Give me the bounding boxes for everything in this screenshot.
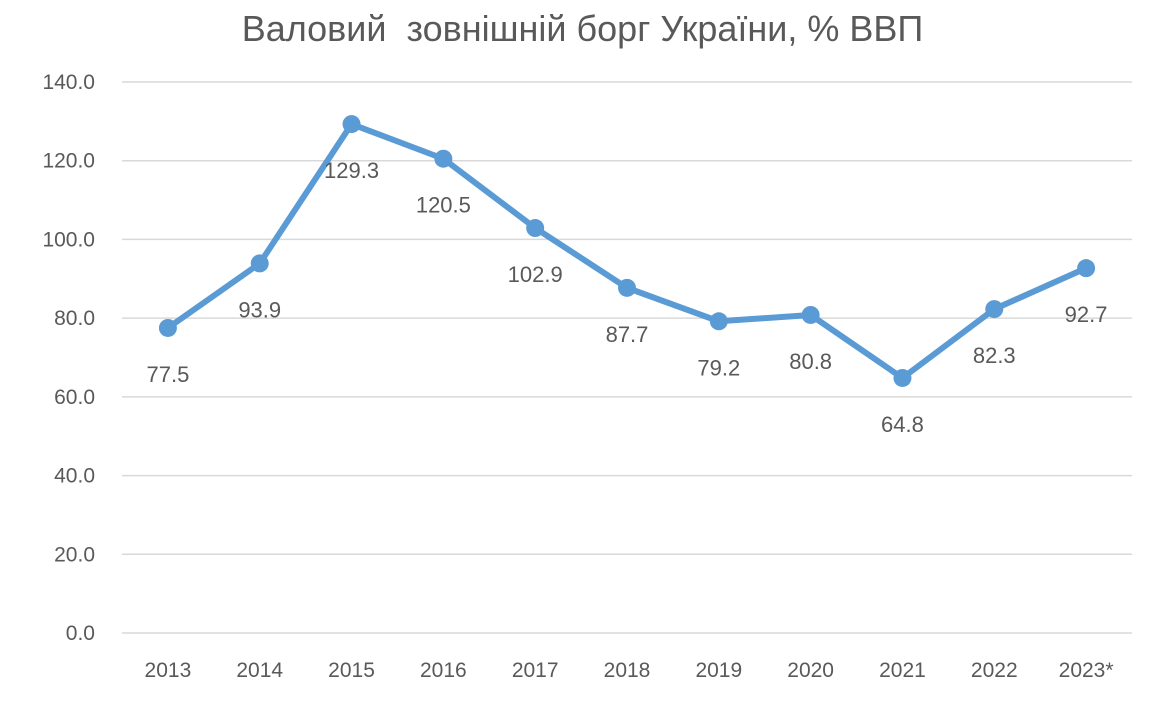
data-point — [801, 305, 820, 324]
data-label: 80.8 — [789, 349, 832, 374]
y-tick-label: 80.0 — [54, 307, 95, 330]
y-tick-label: 0.0 — [66, 622, 95, 645]
x-tick-label: 2023* — [1059, 659, 1114, 682]
data-point — [985, 300, 1004, 319]
y-tick-label: 100.0 — [42, 228, 95, 251]
data-point — [434, 149, 453, 168]
x-tick-label: 2017 — [512, 659, 559, 682]
y-tick-label: 20.0 — [54, 543, 95, 566]
data-point — [158, 318, 177, 337]
data-point — [1077, 259, 1096, 278]
data-label: 64.8 — [881, 412, 924, 437]
data-label: 93.9 — [238, 297, 281, 322]
chart-title: Валовий зовнішній борг України, % ВВП — [241, 8, 924, 49]
x-tick-label: 2018 — [604, 659, 651, 682]
data-label-layer: 77.5 93.9 129.3 120.5 102.9 87.7 79.2 80.8 64.8 8… — [146, 158, 1107, 437]
data-label: 129.3 — [324, 158, 379, 183]
data-point — [709, 312, 728, 331]
x-tick-label: 2021 — [879, 659, 926, 682]
data-label: 87.7 — [606, 322, 649, 347]
data-point — [893, 368, 912, 387]
y-axis-ticks: 0.0 20.0 40.0 60.0 80.0 100.0 120.0 140.0 — [42, 71, 95, 645]
data-label: 92.7 — [1065, 302, 1108, 327]
data-label: 120.5 — [416, 193, 471, 218]
x-tick-label: 2013 — [145, 659, 192, 682]
data-label: 79.2 — [697, 355, 740, 380]
x-tick-label: 2016 — [420, 659, 467, 682]
data-point — [250, 254, 269, 273]
x-tick-label: 2015 — [328, 659, 375, 682]
x-axis-ticks: 2013 2014 2015 2016 2017 2018 2019 2020 2021 2022… — [145, 659, 1114, 682]
y-tick-label: 120.0 — [42, 150, 95, 173]
y-tick-label: 60.0 — [54, 386, 95, 409]
grid-layer — [122, 81, 1132, 634]
data-point — [342, 115, 361, 134]
data-point — [618, 278, 636, 297]
x-tick-label: 2014 — [236, 659, 283, 682]
x-tick-label: 2020 — [787, 659, 834, 682]
y-tick-label: 40.0 — [54, 465, 95, 488]
data-label: 102.9 — [508, 262, 563, 287]
data-point — [526, 219, 545, 238]
data-label: 82.3 — [973, 343, 1016, 368]
data-point-layer — [158, 115, 1096, 387]
x-tick-label: 2022 — [971, 659, 1018, 682]
x-tick-label: 2019 — [695, 659, 742, 682]
data-label: 77.5 — [146, 362, 189, 387]
y-tick-label: 140.0 — [42, 71, 95, 94]
